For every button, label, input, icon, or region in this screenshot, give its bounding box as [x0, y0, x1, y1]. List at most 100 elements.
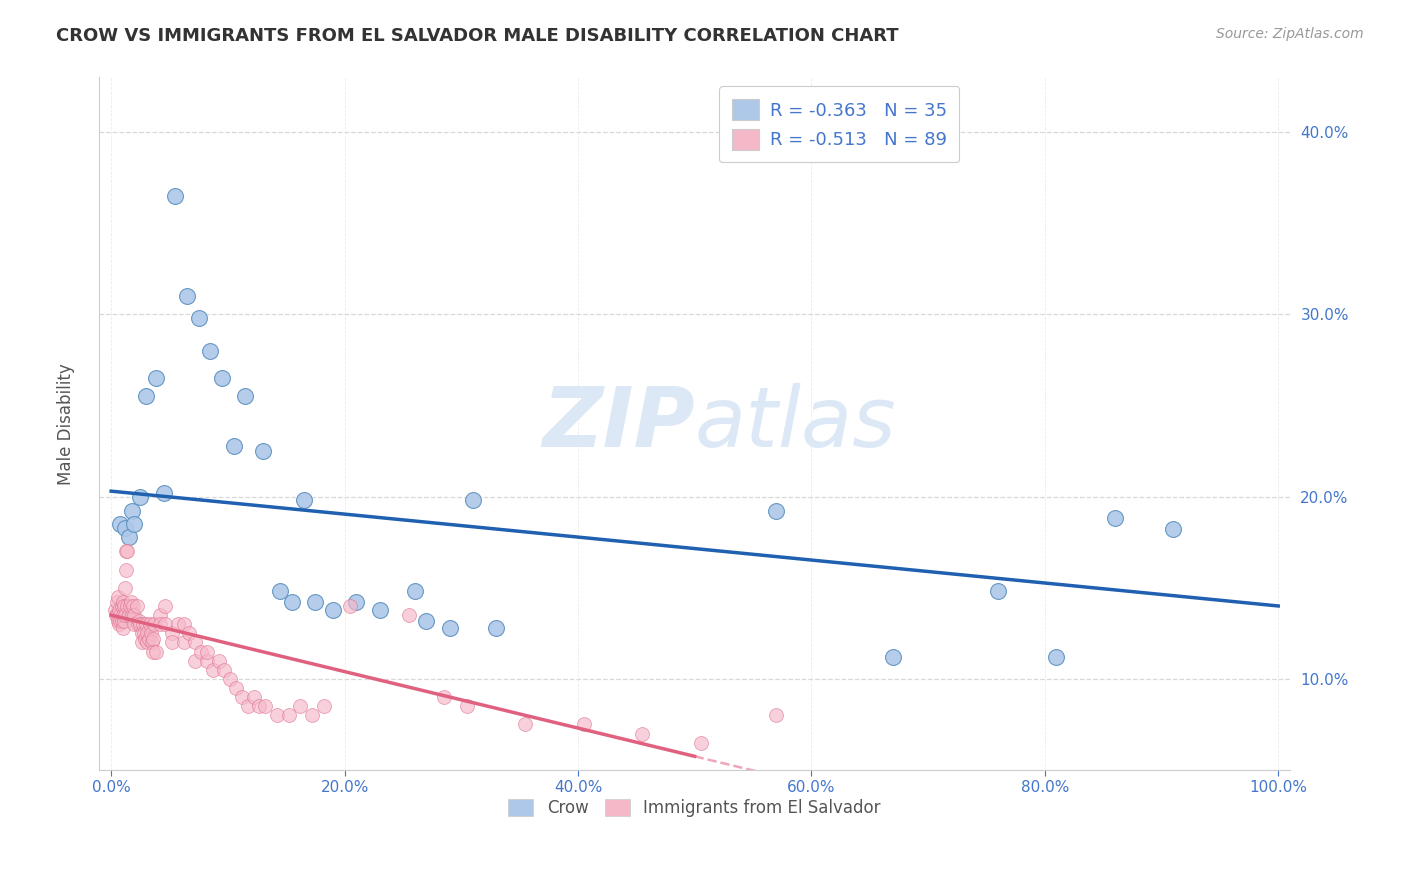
Point: [190, 644, 212, 658]
Point: [173, 635, 195, 649]
Point: [765, 708, 787, 723]
Point: [219, 672, 242, 686]
Point: [290, 699, 312, 714]
Point: [195, 654, 218, 668]
Point: [107, 590, 129, 604]
Point: [117, 544, 139, 558]
Point: [124, 608, 146, 623]
Point: [142, 644, 165, 658]
Point: [987, 584, 1010, 599]
Point: [201, 663, 224, 677]
Point: [153, 599, 176, 613]
Point: [139, 626, 162, 640]
Point: [111, 608, 134, 623]
Point: [131, 626, 153, 640]
Point: [105, 595, 128, 609]
Point: [125, 599, 148, 613]
Point: [128, 614, 150, 628]
Point: [142, 632, 165, 646]
Point: [110, 614, 132, 628]
Point: [222, 439, 245, 453]
Point: [118, 530, 141, 544]
Point: [111, 599, 134, 613]
Point: [689, 736, 711, 750]
Point: [184, 654, 207, 668]
Point: [461, 493, 484, 508]
Point: [153, 617, 176, 632]
Point: [247, 699, 270, 714]
Point: [118, 608, 141, 623]
Point: [485, 621, 508, 635]
Point: [631, 726, 654, 740]
Point: [236, 699, 259, 714]
Point: [173, 617, 195, 632]
Point: [882, 650, 904, 665]
Point: [214, 663, 236, 677]
Point: [114, 608, 136, 623]
Point: [117, 599, 139, 613]
Point: [108, 602, 131, 616]
Point: [398, 608, 420, 623]
Point: [131, 617, 153, 632]
Point: [176, 289, 198, 303]
Point: [344, 595, 367, 609]
Point: [138, 632, 160, 646]
Point: [254, 699, 277, 714]
Point: [152, 486, 174, 500]
Point: [108, 617, 131, 632]
Point: [110, 608, 132, 623]
Text: ZIP: ZIP: [543, 384, 695, 464]
Point: [269, 584, 291, 599]
Point: [765, 504, 787, 518]
Point: [439, 621, 461, 635]
Point: [124, 516, 146, 531]
Point: [160, 635, 183, 649]
Point: [1045, 650, 1067, 665]
Y-axis label: Male Disability: Male Disability: [58, 363, 75, 484]
Point: [122, 599, 145, 613]
Point: [225, 681, 247, 695]
Point: [242, 690, 264, 704]
Point: [456, 699, 478, 714]
Point: [200, 343, 222, 358]
Point: [132, 626, 155, 640]
Point: [136, 626, 159, 640]
Point: [165, 189, 187, 203]
Point: [134, 632, 156, 646]
Point: [277, 708, 299, 723]
Point: [111, 621, 134, 635]
Point: [105, 608, 128, 623]
Legend: Crow, Immigrants from El Salvador: Crow, Immigrants from El Salvador: [502, 792, 887, 824]
Point: [129, 490, 152, 504]
Point: [114, 520, 136, 534]
Point: [179, 626, 201, 640]
Point: [184, 635, 207, 649]
Point: [135, 389, 157, 403]
Point: [131, 635, 153, 649]
Text: Source: ZipAtlas.com: Source: ZipAtlas.com: [1216, 27, 1364, 41]
Point: [281, 595, 304, 609]
Point: [322, 602, 344, 616]
Point: [195, 644, 218, 658]
Point: [145, 644, 167, 658]
Point: [112, 614, 135, 628]
Text: atlas: atlas: [695, 384, 896, 464]
Point: [107, 614, 129, 628]
Point: [304, 595, 326, 609]
Point: [104, 602, 127, 616]
Text: CROW VS IMMIGRANTS FROM EL SALVADOR MALE DISABILITY CORRELATION CHART: CROW VS IMMIGRANTS FROM EL SALVADOR MALE…: [56, 27, 898, 45]
Point: [149, 608, 172, 623]
Point: [104, 608, 127, 623]
Point: [145, 371, 167, 385]
Point: [138, 617, 160, 632]
Point: [115, 562, 138, 576]
Point: [266, 708, 288, 723]
Point: [124, 617, 146, 632]
Point: [141, 635, 163, 649]
Point: [187, 311, 209, 326]
Point: [127, 617, 149, 632]
Point: [339, 599, 361, 613]
Point: [112, 599, 135, 613]
Point: [114, 581, 136, 595]
Point: [1161, 523, 1184, 537]
